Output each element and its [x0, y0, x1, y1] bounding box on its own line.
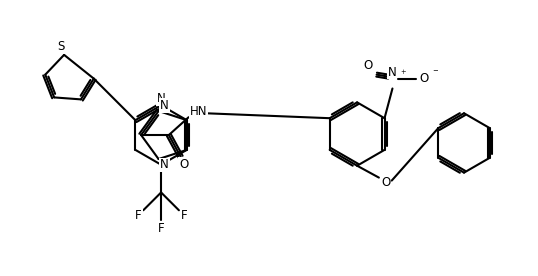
Text: O: O: [179, 158, 188, 171]
Text: F: F: [135, 209, 141, 222]
Text: N: N: [160, 99, 169, 112]
Text: O: O: [363, 59, 372, 72]
Text: S: S: [58, 40, 65, 54]
Text: N: N: [160, 158, 169, 171]
Text: N: N: [388, 66, 397, 79]
Text: $^{+}$: $^{+}$: [400, 70, 407, 80]
Text: $^{-}$: $^{-}$: [432, 69, 439, 79]
Text: N: N: [157, 92, 166, 105]
Text: HN: HN: [190, 105, 207, 118]
Text: O: O: [420, 72, 429, 85]
Text: F: F: [181, 209, 187, 222]
Text: O: O: [381, 176, 391, 189]
Text: F: F: [158, 222, 165, 235]
